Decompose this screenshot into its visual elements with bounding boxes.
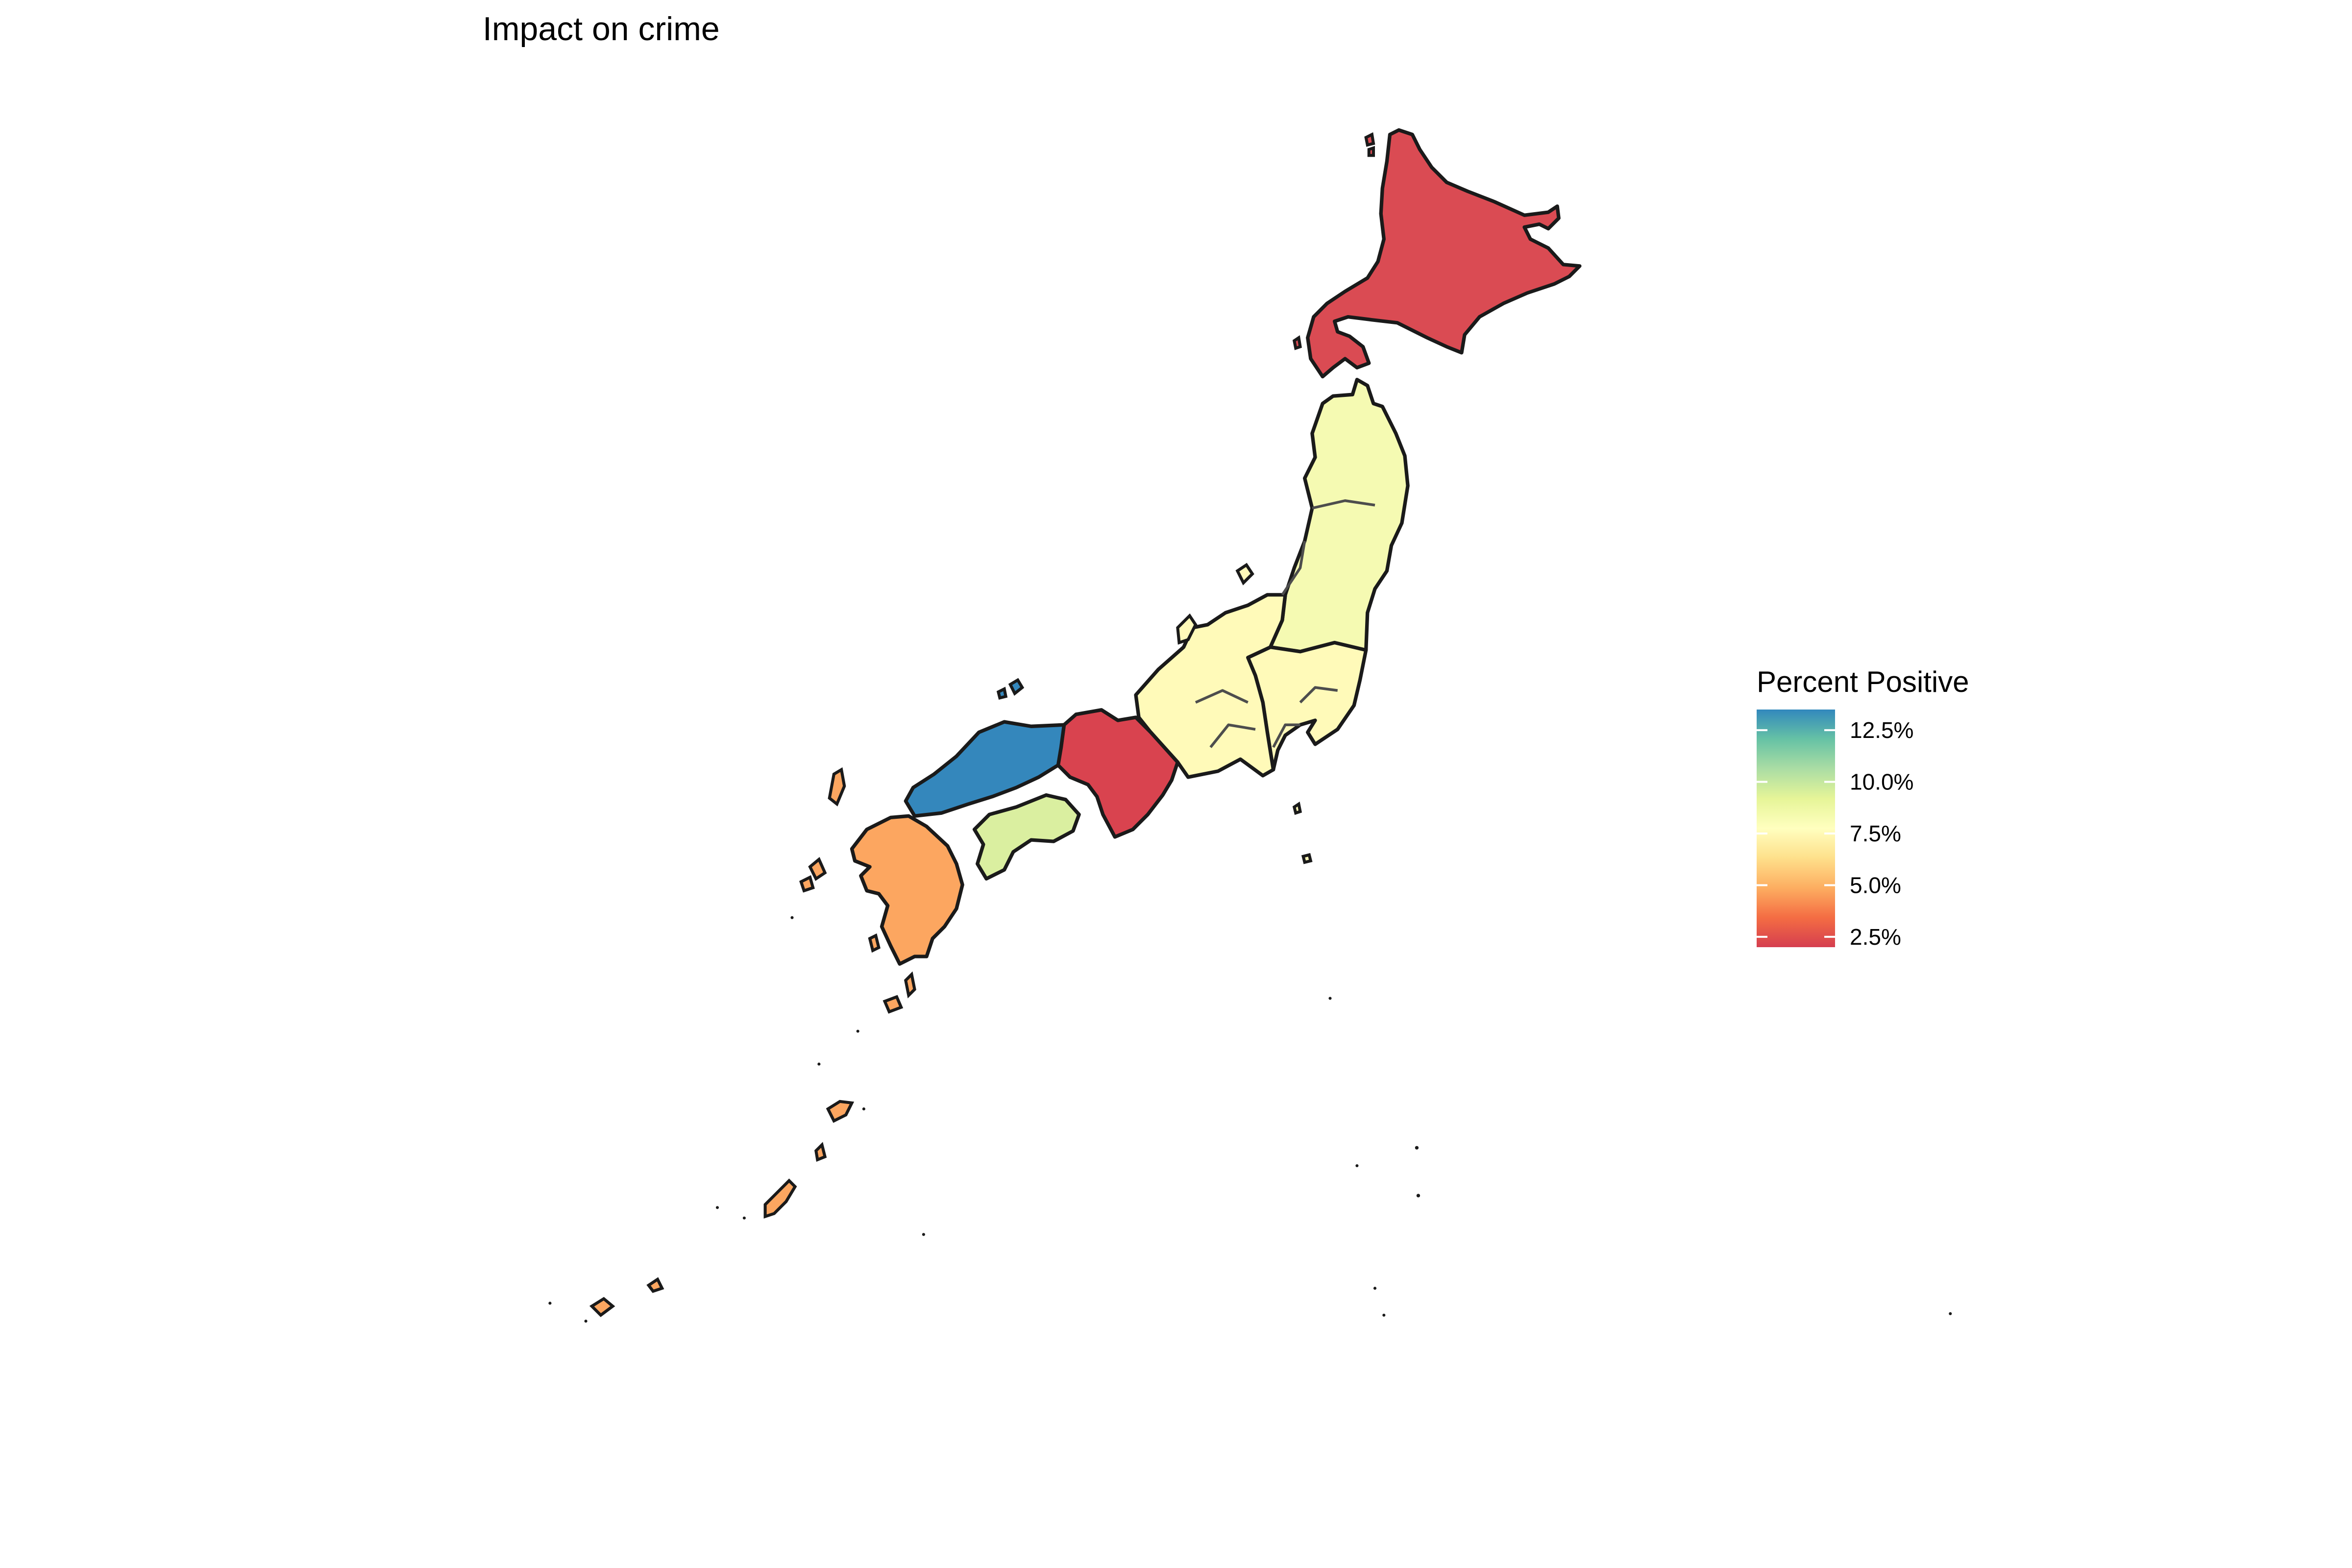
island-speck [1373,1287,1377,1290]
region-hokkaido [1306,128,1582,379]
rebun-island [1367,146,1375,157]
tsushima-island [828,767,846,807]
legend-title: Percent Positive [1757,665,1969,698]
island-speck [1949,1312,1952,1315]
island-speck [548,1301,552,1305]
region-kyushu [850,814,964,966]
sado-island [1235,563,1254,586]
region-shikoku [972,793,1081,881]
island-speck [1382,1313,1386,1317]
island-speck [817,1062,821,1066]
chubu-subdivision-line [1195,689,1256,748]
chugoku-islands [996,678,1025,700]
island-speck [790,916,794,919]
goto-island-1 [808,857,827,881]
ishigaki-island [589,1297,615,1318]
region-chugoku-shape [904,720,1066,818]
tohoku-subdivision-line [1281,499,1375,596]
legend-tick-label: 12.5% [1850,717,1913,743]
legend-tick-label: 7.5% [1850,821,1901,846]
okushiri-island [1292,335,1302,350]
region-kinki-shape [1056,708,1180,839]
oki-island-1 [1008,678,1025,696]
island-speck [862,1107,865,1111]
legend: Percent Positive 12.5% 10.0% 7.5% 5.0% 2.5% [1757,665,1969,950]
miyako-island [646,1277,664,1293]
okinawa-island [763,1178,797,1219]
oki-island-2 [996,686,1008,700]
legend-colorbar [1757,710,1835,947]
rishiri-island [1364,132,1375,147]
region-chugoku [904,720,1066,818]
legend-tick-label: 5.0% [1850,872,1901,898]
japan-map [548,128,1952,1323]
remote-island-specks [548,916,1952,1323]
island-speck [715,1206,719,1209]
region-hokkaido-shape [1306,128,1582,379]
island-speck [1328,997,1332,1000]
island-speck [1415,1146,1419,1150]
region-kyushu-shape [850,814,964,966]
izu-island-1 [1292,801,1302,815]
koshiki-island [868,933,881,953]
island-speck [1355,1164,1359,1168]
region-shikoku-shape [972,793,1081,881]
island-speck [856,1029,859,1033]
region-chubu [1134,593,1287,779]
kanto-subdivision-line [1272,686,1338,748]
island-speck [922,1233,925,1236]
tanegashima-island [904,971,916,999]
chubu-islands [1176,563,1254,645]
tokunoshima-island [814,1142,827,1162]
island-speck [742,1216,746,1220]
goto-island-2 [799,875,815,893]
kanto-islands [1292,801,1313,864]
island-speck [584,1320,588,1323]
kyushu-islands [589,767,916,1318]
yakushima-island [882,995,904,1014]
region-kinki [1056,708,1180,839]
map-title: Impact on crime [483,10,720,48]
island-speck [1416,1194,1421,1198]
legend-tick-label: 10.0% [1850,769,1913,795]
region-chubu-shape [1134,593,1287,779]
legend-tick-label: 2.5% [1850,924,1901,950]
amami-island [826,1100,855,1123]
hokkaido-islands [1292,132,1375,350]
izu-island-2 [1301,853,1313,864]
legend-ticks: 12.5% 10.0% 7.5% 5.0% 2.5% [1757,717,1913,950]
noto-peninsula [1176,613,1198,645]
